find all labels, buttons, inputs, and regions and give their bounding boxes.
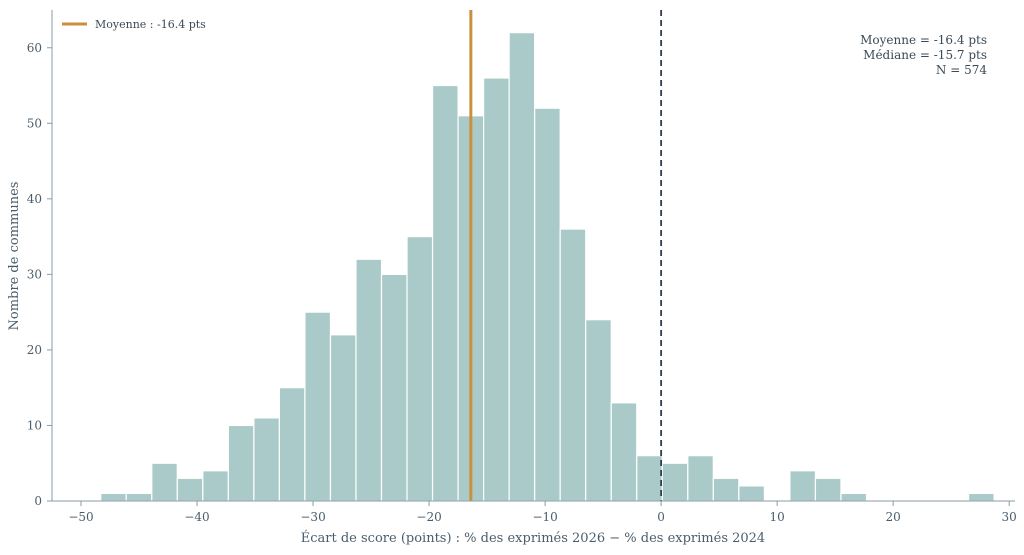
y-tick-label: 10 [27, 418, 42, 432]
histogram-bar [380, 273, 408, 502]
histogram-bar [840, 492, 868, 502]
histogram-bar [712, 477, 740, 502]
x-axis-label: Écart de score (points) : % des exprimés… [301, 530, 765, 546]
histogram-bar [534, 107, 561, 502]
histogram-bar [329, 334, 357, 502]
histogram-bar [253, 417, 281, 502]
y-axis-label: Nombre de communes [7, 182, 22, 331]
x-tick-label: 10 [770, 510, 785, 524]
y-tick-label: 50 [27, 116, 42, 130]
histogram-bar [661, 462, 689, 502]
histogram-bar [508, 32, 536, 502]
stats-line-n: N = 574 [936, 63, 987, 77]
histogram-bar [585, 319, 612, 502]
x-tick-label: −10 [532, 510, 557, 524]
x-tick-label: 0 [657, 510, 665, 524]
histogram-bar [278, 387, 306, 502]
y-ticks-group: 0 10 20 30 40 50 60 [27, 41, 52, 508]
histogram-bar [151, 462, 178, 502]
histogram-bar [202, 470, 229, 502]
histogram-bar [789, 470, 817, 502]
y-tick-label: 30 [27, 267, 42, 281]
histogram-bar [304, 311, 332, 502]
y-tick-label: 40 [27, 192, 42, 206]
legend: Moyenne : -16.4 pts [62, 18, 206, 31]
legend-label-mean: Moyenne : -16.4 pts [95, 18, 206, 31]
x-tick-label: −50 [68, 510, 93, 524]
histogram-bar [100, 492, 127, 502]
histogram-bar [125, 492, 153, 502]
histogram-bar [610, 402, 638, 502]
histogram-bar [483, 77, 510, 502]
stats-annotation: Moyenne = -16.4 pts Médiane = -15.7 pts … [860, 33, 987, 77]
x-tick-label: 20 [886, 510, 901, 524]
y-tick-label: 0 [34, 494, 42, 508]
histogram-bar [355, 258, 383, 502]
histogram-bar [738, 485, 765, 502]
histogram-bar [176, 477, 204, 502]
x-ticks-group: −50 −40 −30 −20 −10 0 10 20 30 [68, 501, 1017, 524]
x-tick-label: 30 [1002, 510, 1017, 524]
histogram-bar [559, 228, 587, 502]
stats-line-median: Médiane = -15.7 pts [863, 48, 987, 62]
histogram-bar [406, 236, 434, 502]
histogram-bar [814, 477, 842, 502]
histogram-bar [687, 455, 714, 502]
y-tick-label: 60 [27, 41, 42, 55]
y-tick-label: 20 [27, 343, 42, 357]
stats-line-mean: Moyenne = -16.4 pts [860, 33, 987, 47]
x-tick-label: −20 [416, 510, 441, 524]
histogram-bar [431, 84, 459, 502]
histogram-bar [636, 455, 663, 502]
histogram-bar [227, 424, 255, 502]
x-tick-label: −30 [300, 510, 325, 524]
histogram-bar [967, 492, 995, 502]
x-tick-label: −40 [184, 510, 209, 524]
bars-group [100, 32, 995, 502]
